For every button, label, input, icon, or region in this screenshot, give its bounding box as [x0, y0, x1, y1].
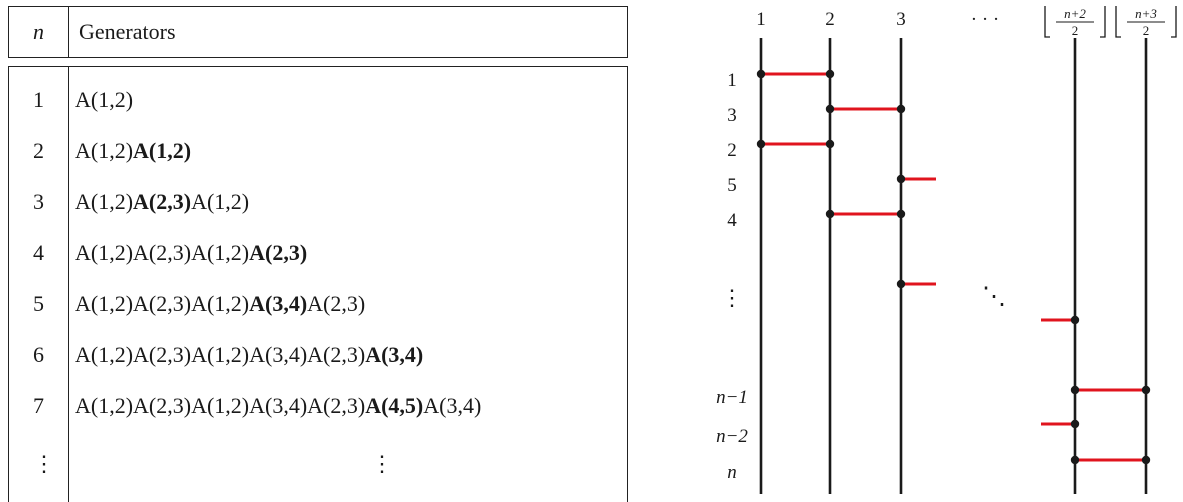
svg-text:2: 2	[1143, 23, 1150, 38]
row-ellipsis-generators: ⋮	[371, 451, 393, 476]
table-row: 5 A(1,2)A(2,3)A(1,2)A(3,4)A(2,3)	[9, 279, 629, 329]
crossing-dot	[1070, 315, 1080, 325]
row-generators: A(1,2)A(2,3)A(1,2)A(3,4)A(2,3)	[75, 279, 365, 329]
row-n: 2	[33, 138, 44, 163]
column-divider	[68, 7, 69, 57]
crossing-dot	[896, 279, 906, 289]
row-generators: A(1,2)A(2,3)A(1,2)A(3,4)A(2,3)A(4,5)A(3,…	[75, 381, 481, 431]
generator-highlight: A(2,3)	[133, 189, 192, 214]
table-row: 4 A(1,2)A(2,3)A(1,2)A(2,3)	[9, 228, 629, 278]
table-row: 6 A(1,2)A(2,3)A(1,2)A(3,4)A(2,3)A(3,4)	[9, 330, 629, 380]
row-label: 3	[727, 105, 737, 126]
crossing-dot	[825, 69, 835, 79]
row-label: n−2	[716, 426, 748, 447]
row-n: 6	[33, 342, 44, 367]
braid-diagram: 1 2 3 · · · n+2 2 n+3 2 1 3 2 5 4 ⋮ n−1 n−2 n ⋱	[640, 0, 1183, 502]
row-generators: A(1,2)A(1,2)	[75, 126, 191, 176]
table-row: 1 A(1,2)	[9, 75, 629, 125]
generator-text: A(1,2)A(2,3)A(1,2)A(3,4)A(2,3)	[75, 393, 366, 418]
row-label: n	[727, 462, 737, 483]
crossing-dot	[896, 104, 906, 114]
generator-highlight: A(3,4)	[249, 291, 308, 316]
table-body: 1 A(1,2) 2 A(1,2)A(1,2) 3 A(1,2)A(2,3)A(1,2) 4…	[8, 66, 628, 502]
row-n: 7	[33, 393, 44, 418]
generators-table: n Generators 1 A(1,2) 2 A(1,2)A(1,2) 3 A(1,2)…	[8, 6, 628, 502]
crossing-dot	[1070, 419, 1080, 429]
table-row: 7 A(1,2)A(2,3)A(1,2)A(3,4)A(2,3)A(4,5)A(3…	[9, 381, 629, 431]
row-ellipsis-n: ⋮	[33, 451, 55, 476]
svg-text:n+2: n+2	[1064, 6, 1086, 21]
row-n: 4	[33, 240, 44, 265]
svg-text:n+3: n+3	[1135, 6, 1157, 21]
row-n: 5	[33, 291, 44, 316]
table-header: n Generators	[8, 6, 628, 58]
generator-text: A(1,2)	[75, 87, 134, 112]
header-generators: Generators	[79, 19, 176, 44]
generator-text: A(1,2)	[75, 138, 134, 163]
generator-text: A(1,2)	[75, 189, 134, 214]
crossing-dot	[756, 69, 766, 79]
crossing-dot	[1141, 385, 1151, 395]
generator-text: A(3,4)	[423, 393, 482, 418]
column-label-3: 3	[896, 9, 906, 30]
row-n: 3	[33, 189, 44, 214]
row-n: 1	[33, 87, 44, 112]
row-label: n−1	[716, 387, 748, 408]
column-label-1: 1	[756, 9, 766, 30]
column-label-5: n+22	[1044, 6, 1106, 38]
row-label: 2	[727, 140, 737, 161]
crossing-dot	[825, 139, 835, 149]
column-label-dots: · · ·	[971, 9, 999, 30]
row-label-ellipsis: ⋮	[721, 285, 743, 310]
crossing-dot	[1070, 385, 1080, 395]
crossing-dot	[896, 174, 906, 184]
row-generators: A(1,2)A(2,3)A(1,2)	[75, 177, 249, 227]
crossing-dot	[825, 104, 835, 114]
generator-highlight: A(1,2)	[133, 138, 192, 163]
row-label: 5	[727, 175, 737, 196]
generator-text: A(1,2)	[191, 189, 250, 214]
crossing-dot	[825, 209, 835, 219]
svg-text:2: 2	[1072, 23, 1079, 38]
generator-text: A(1,2)A(2,3)A(1,2)A(3,4)A(2,3)	[75, 342, 366, 367]
row-generators: A(1,2)A(2,3)A(1,2)A(3,4)A(2,3)A(3,4)	[75, 330, 423, 380]
crossing-dot	[756, 139, 766, 149]
diagonal-ellipsis: ⋱	[982, 284, 1006, 310]
row-label: 4	[727, 210, 737, 231]
header-n: n	[33, 19, 44, 44]
row-generators: A(1,2)A(2,3)A(1,2)A(2,3)	[75, 228, 307, 278]
column-divider	[68, 67, 69, 502]
table-row: 3 A(1,2)A(2,3)A(1,2)	[9, 177, 629, 227]
generator-highlight: A(3,4)	[365, 342, 424, 367]
generator-highlight: A(2,3)	[249, 240, 308, 265]
row-generators: A(1,2)	[75, 75, 133, 125]
generator-text: A(2,3)	[307, 291, 366, 316]
generator-text: A(1,2)A(2,3)A(1,2)	[75, 291, 250, 316]
crossing-dot	[1141, 455, 1151, 465]
crossing-dot	[1070, 455, 1080, 465]
generator-text: A(1,2)A(2,3)A(1,2)	[75, 240, 250, 265]
column-label-6: n+32	[1115, 6, 1177, 38]
generator-highlight: A(4,5)	[365, 393, 424, 418]
crossing-dot	[896, 209, 906, 219]
row-label: 1	[727, 70, 737, 91]
column-label-2: 2	[825, 9, 835, 30]
table-row: 2 A(1,2)A(1,2)	[9, 126, 629, 176]
